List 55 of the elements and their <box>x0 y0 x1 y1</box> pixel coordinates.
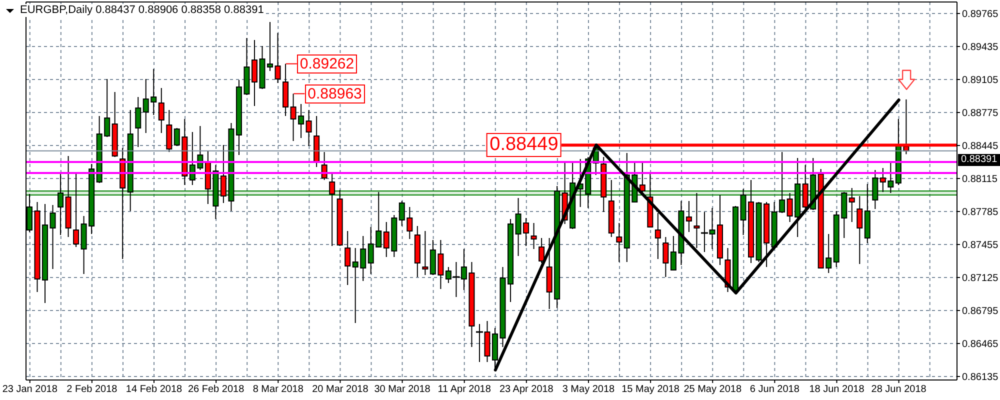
candlestick <box>158 88 164 134</box>
candlestick <box>538 238 545 264</box>
candlestick <box>872 170 878 210</box>
x-tick-label: 15 May 2018 <box>622 384 680 396</box>
x-tick-label: 6 Jun 2018 <box>750 384 800 396</box>
x-tick-label: 28 Jun 2018 <box>871 384 927 396</box>
x-tick-label: 25 May 2018 <box>684 384 742 396</box>
ref-line-label: 0.88391 <box>958 154 1000 166</box>
x-tick-label: 26 Feb 2018 <box>188 384 245 396</box>
candlestick <box>662 236 669 278</box>
y-tick-label: 0.87785 <box>962 207 999 218</box>
y-tick-label: 0.89105 <box>962 75 999 86</box>
candlestick <box>344 230 351 286</box>
y-tick-label: 0.89765 <box>962 9 999 20</box>
candlestick <box>58 172 64 236</box>
candlestick <box>530 222 537 250</box>
candlestick <box>50 204 56 270</box>
y-tick-label: 0.88445 <box>962 141 999 152</box>
candlestick <box>274 32 281 84</box>
x-tick-label: 20 Mar 2018 <box>312 384 369 396</box>
y-tick-label: 0.86795 <box>962 306 999 318</box>
x-tick-label: 23 Apr 2018 <box>499 384 554 396</box>
candlestick <box>422 230 428 276</box>
y-tick-label: 0.88775 <box>962 108 999 120</box>
candlestick <box>329 172 336 246</box>
text: 0.89262 <box>300 55 354 72</box>
candlestick <box>639 162 646 194</box>
x-tick-label: 23 Jan 2018 <box>2 384 58 396</box>
ref-line-label: 0.88449 <box>486 133 562 158</box>
candlestick <box>616 222 622 262</box>
text: 0.88963 <box>308 85 362 102</box>
x-tick-label: 30 Mar 2018 <box>374 384 431 396</box>
candlestick <box>694 192 700 248</box>
y-tick-label: 0.86135 <box>962 372 999 384</box>
candlestick <box>135 96 142 148</box>
candlestick <box>251 40 258 106</box>
x-tick-label: 2 Feb 2018 <box>66 384 118 396</box>
y-tick-label: 0.87125 <box>962 273 999 284</box>
candlestick <box>848 188 855 222</box>
candlestick <box>306 110 312 146</box>
candlestick <box>73 172 80 248</box>
candlestick <box>654 212 661 260</box>
x-tick-label: 11 Apr 2018 <box>438 384 492 396</box>
chart-title: EURGBP,Daily 0.88437 0.88906 0.88358 0.88391 <box>18 4 266 17</box>
candlestick <box>166 110 172 152</box>
candlestick <box>856 196 863 264</box>
x-tick-label: 14 Feb 2018 <box>126 384 183 396</box>
y-tick-label: 0.89435 <box>962 42 999 54</box>
x-tick-label: 18 Jun 2018 <box>809 384 865 396</box>
x-tick-label: 8 Mar 2018 <box>252 384 304 396</box>
y-tick-label: 0.86465 <box>962 339 999 350</box>
candlestick <box>686 200 692 232</box>
x-tick-label: 3 May 2018 <box>562 384 616 396</box>
y-tick-label: 0.87455 <box>962 240 999 252</box>
y-tick-label: 0.88115 <box>962 174 998 186</box>
